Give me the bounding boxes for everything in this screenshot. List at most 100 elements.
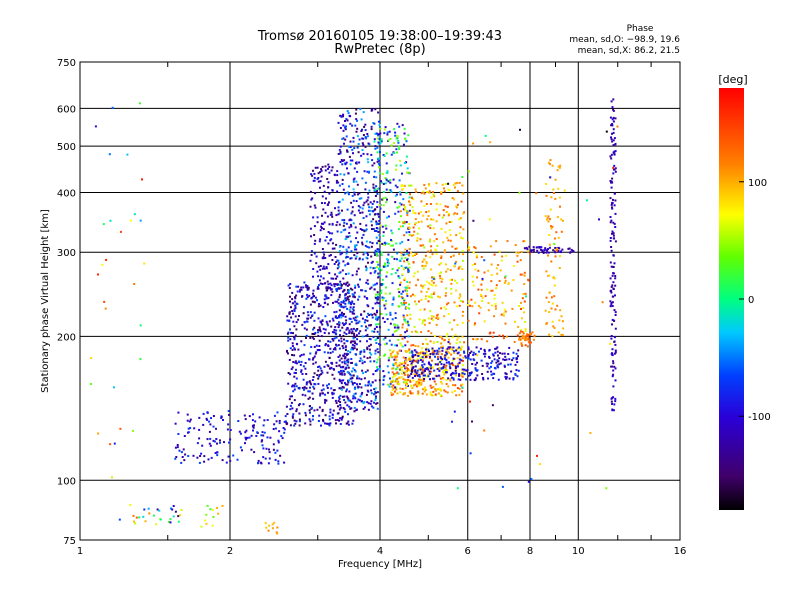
data-point [405, 359, 408, 362]
data-point [253, 424, 255, 427]
data-point [346, 371, 349, 374]
data-point [105, 258, 108, 261]
data-point [343, 338, 345, 341]
data-point [356, 193, 359, 196]
data-point [311, 300, 314, 303]
data-point [294, 382, 297, 385]
data-point [440, 367, 443, 370]
data-point [417, 355, 420, 357]
data-point [414, 223, 416, 226]
data-point [426, 354, 429, 357]
data-point [372, 373, 375, 376]
data-point [461, 250, 464, 253]
data-point [413, 325, 416, 328]
data-point [373, 388, 376, 391]
data-point [453, 198, 456, 201]
data-point [484, 134, 487, 137]
data-point [341, 183, 344, 185]
data-point [394, 317, 397, 319]
data-point [535, 192, 538, 195]
data-point [421, 286, 424, 289]
data-point [356, 146, 359, 149]
data-point [340, 379, 343, 382]
data-point [472, 251, 475, 254]
data-point [208, 442, 211, 445]
data-point [338, 212, 341, 215]
data-point [461, 386, 464, 389]
data-point [471, 280, 474, 283]
data-point [331, 259, 334, 261]
data-point [344, 346, 347, 349]
data-point [206, 504, 209, 507]
data-point [406, 289, 408, 292]
data-point [544, 248, 547, 251]
data-point [455, 374, 457, 377]
data-point [300, 354, 303, 356]
data-point [306, 296, 309, 299]
data-point [395, 368, 398, 371]
data-point [414, 330, 417, 333]
data-point [361, 149, 364, 151]
data-point [339, 401, 342, 404]
data-point [379, 132, 382, 135]
data-point [503, 308, 506, 311]
data-point [337, 371, 340, 374]
data-point [304, 362, 307, 364]
data-point [322, 184, 325, 187]
data-point [344, 294, 346, 297]
data-point [485, 362, 488, 365]
data-point [384, 343, 387, 346]
data-point [421, 378, 424, 381]
data-point [349, 341, 352, 344]
data-point [521, 330, 524, 333]
data-point [440, 191, 443, 193]
data-point [611, 132, 613, 135]
data-point [476, 276, 478, 279]
data-point [356, 338, 359, 341]
data-point [250, 434, 253, 437]
data-point [461, 300, 464, 303]
data-point [342, 324, 345, 326]
data-point [317, 329, 320, 331]
data-point [298, 290, 301, 293]
data-point [487, 362, 490, 365]
data-point [472, 351, 475, 354]
data-point [417, 361, 419, 364]
data-point [411, 368, 413, 371]
data-point [287, 372, 290, 374]
data-point [329, 351, 332, 354]
data-point [338, 293, 341, 296]
data-point [347, 366, 350, 369]
data-point [613, 403, 616, 406]
data-point [245, 438, 248, 441]
data-point [377, 162, 380, 165]
data-point [432, 315, 435, 318]
data-point [341, 178, 344, 181]
data-point [265, 526, 268, 529]
data-point [318, 339, 321, 342]
data-point [380, 254, 383, 257]
data-point [314, 383, 317, 386]
data-point [336, 418, 339, 421]
data-point [551, 225, 554, 228]
data-point [408, 233, 411, 236]
data-point [335, 329, 338, 332]
data-point [498, 334, 501, 337]
data-point [480, 256, 483, 258]
data-point [219, 439, 221, 442]
data-point [198, 437, 201, 440]
data-point [252, 429, 254, 432]
data-point [353, 382, 356, 384]
data-point [312, 357, 315, 359]
data-point [336, 323, 339, 326]
data-point [561, 320, 564, 323]
data-point [423, 284, 426, 287]
data-point [448, 229, 451, 232]
data-point [356, 383, 358, 386]
data-point [458, 387, 461, 390]
data-point [440, 357, 443, 360]
data-point [304, 422, 307, 425]
data-point [470, 298, 473, 301]
data-point [382, 197, 385, 200]
data-point [489, 331, 492, 334]
